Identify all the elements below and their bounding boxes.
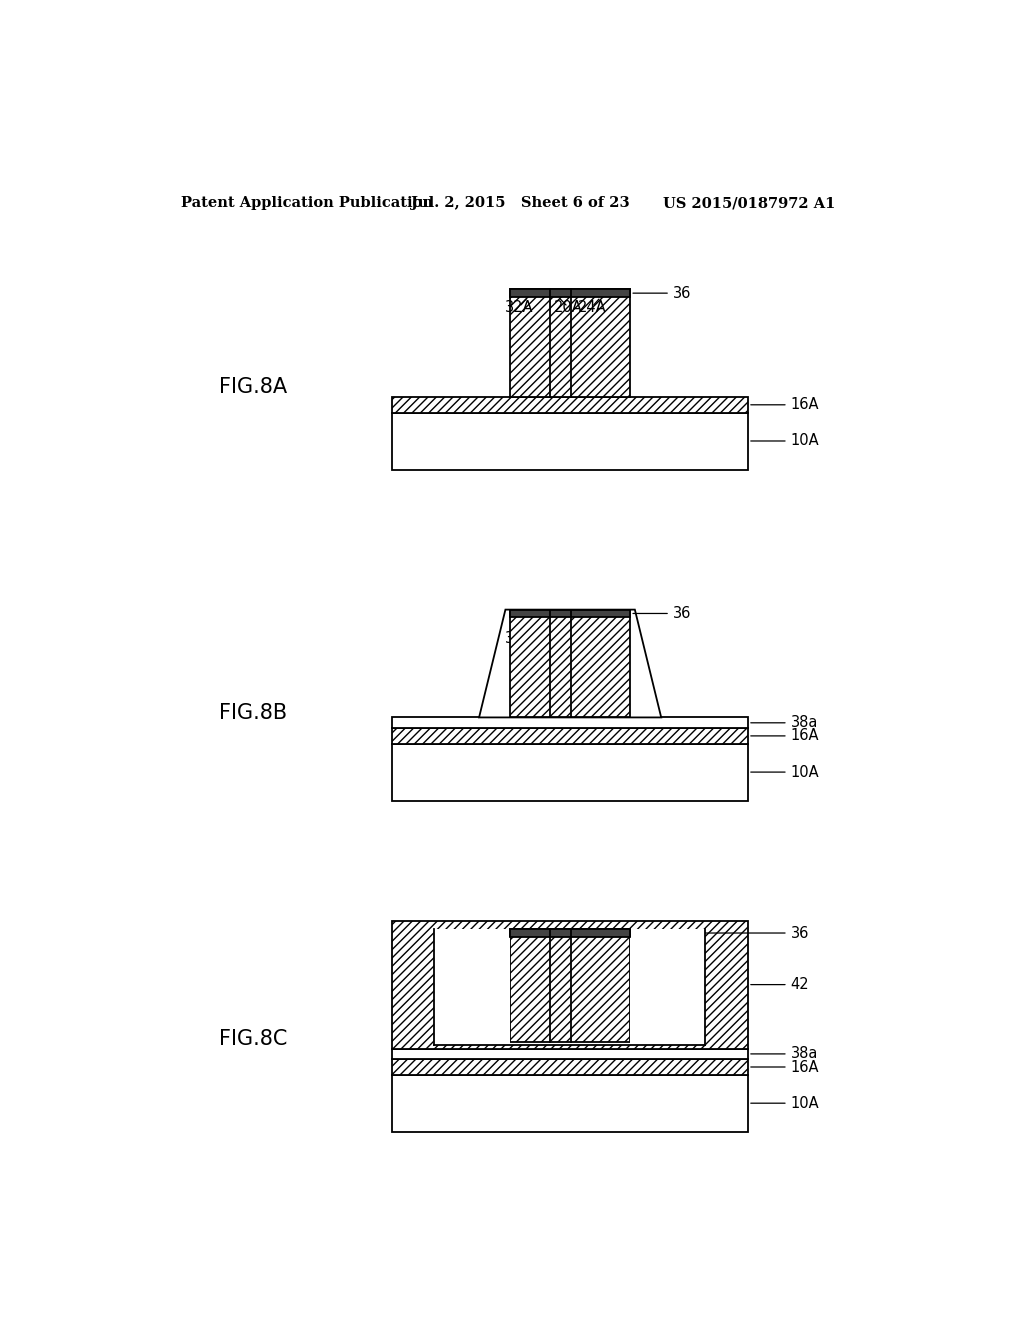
Bar bbox=[510, 289, 630, 297]
Bar bbox=[510, 610, 630, 618]
Text: Jul. 2, 2015   Sheet 6 of 23: Jul. 2, 2015 Sheet 6 of 23 bbox=[411, 197, 630, 210]
Bar bbox=[391, 1059, 748, 1074]
Text: 32A: 32A bbox=[505, 300, 534, 314]
Bar bbox=[434, 929, 706, 1045]
Text: 38a: 38a bbox=[751, 715, 818, 730]
Text: 16A: 16A bbox=[751, 1060, 819, 1074]
Text: FIG.8B: FIG.8B bbox=[219, 702, 288, 723]
Bar bbox=[391, 729, 748, 743]
Bar bbox=[510, 929, 630, 937]
Text: 36: 36 bbox=[633, 285, 691, 301]
Text: US 2015/0187972 A1: US 2015/0187972 A1 bbox=[663, 197, 836, 210]
Text: 16A: 16A bbox=[751, 397, 819, 412]
Text: 24A: 24A bbox=[578, 620, 606, 645]
Text: 24A: 24A bbox=[578, 940, 606, 977]
Bar bbox=[630, 937, 706, 1045]
Text: FIG.8C: FIG.8C bbox=[219, 1028, 288, 1048]
Text: FIG.8A: FIG.8A bbox=[219, 378, 288, 397]
Text: 10A: 10A bbox=[751, 1096, 819, 1110]
Polygon shape bbox=[479, 610, 662, 718]
Bar bbox=[434, 937, 510, 1045]
Text: 24A: 24A bbox=[578, 300, 606, 314]
Text: 32A: 32A bbox=[505, 620, 534, 645]
Text: 10A: 10A bbox=[751, 433, 819, 449]
Bar bbox=[510, 289, 630, 397]
Text: 10A: 10A bbox=[751, 764, 819, 780]
Text: 20A: 20A bbox=[554, 940, 583, 977]
Text: 16A: 16A bbox=[751, 729, 819, 743]
Bar bbox=[510, 610, 630, 718]
Text: 42: 42 bbox=[751, 977, 809, 993]
Text: 36: 36 bbox=[633, 925, 809, 941]
Bar bbox=[391, 743, 748, 801]
Bar bbox=[510, 929, 630, 1041]
Bar bbox=[391, 1048, 748, 1059]
Text: 20A: 20A bbox=[554, 620, 583, 645]
Bar bbox=[391, 412, 748, 470]
Bar bbox=[391, 718, 748, 729]
Text: Patent Application Publication: Patent Application Publication bbox=[180, 197, 433, 210]
Bar bbox=[391, 1074, 748, 1133]
Text: 38a: 38a bbox=[751, 1047, 818, 1061]
Bar bbox=[391, 921, 748, 1048]
Text: 32A: 32A bbox=[505, 940, 534, 977]
Text: 20A: 20A bbox=[554, 300, 583, 314]
Bar bbox=[391, 397, 748, 412]
Text: 36: 36 bbox=[633, 606, 691, 620]
